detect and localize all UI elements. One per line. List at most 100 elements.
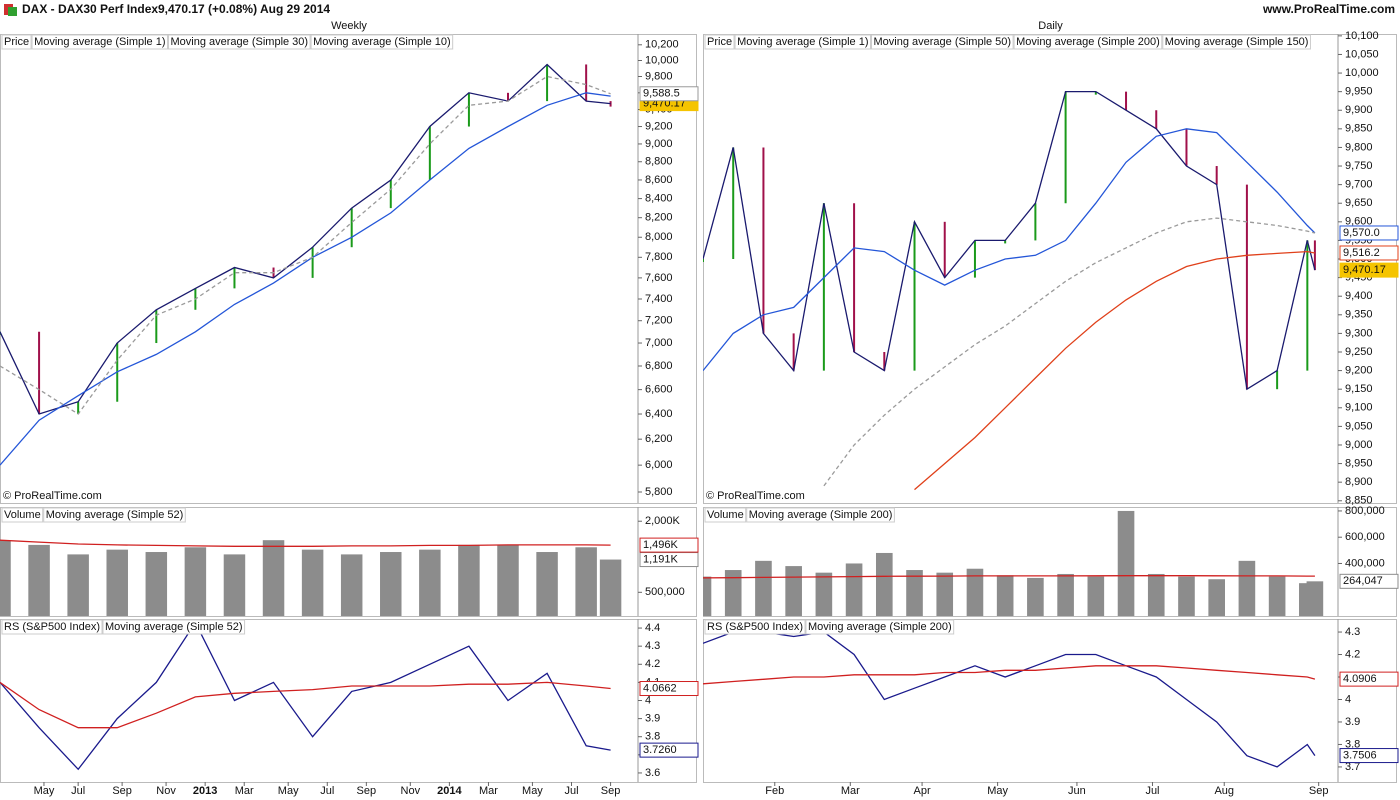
y-tick-label: 8,400 bbox=[645, 193, 673, 205]
volume-bar bbox=[1087, 576, 1105, 616]
x-tick-label: Jun bbox=[1068, 785, 1086, 797]
value-label-box bbox=[1339, 262, 1399, 278]
volume-bar bbox=[599, 559, 622, 616]
volume-bar bbox=[996, 575, 1014, 616]
value-label-box bbox=[1339, 225, 1399, 241]
volume-bar bbox=[1238, 560, 1256, 616]
y-tick-label: 9,400 bbox=[1345, 290, 1373, 302]
series-line bbox=[914, 250, 1316, 491]
legend-entry: Moving average (Simple 200) bbox=[749, 509, 893, 521]
y-tick-label: 7,600 bbox=[645, 272, 673, 284]
y-tick-label: 9,750 bbox=[1345, 160, 1373, 172]
legend-entry: Volume bbox=[707, 509, 744, 521]
y-tick-label: 3.9 bbox=[645, 713, 660, 725]
y-tick-label: 9,950 bbox=[1345, 86, 1373, 98]
y-tick-label: 9,700 bbox=[1345, 179, 1373, 191]
volume-bar bbox=[380, 552, 402, 616]
legend-box bbox=[1013, 34, 1163, 50]
panel-frame bbox=[703, 507, 1397, 617]
y-tick-label: 500,000 bbox=[645, 586, 685, 598]
y-tick-label: 9,350 bbox=[1345, 309, 1373, 321]
x-tick-label: May bbox=[522, 785, 543, 797]
panel-frame bbox=[703, 619, 1397, 783]
volume-bar bbox=[724, 570, 742, 616]
legend-box bbox=[102, 619, 246, 635]
y-tick-label: 4.3 bbox=[645, 640, 660, 652]
plot-area bbox=[0, 539, 622, 616]
value-label-box bbox=[1339, 748, 1399, 764]
date: Aug 29 2014 bbox=[260, 2, 330, 16]
series-line bbox=[823, 217, 1316, 487]
volume-bar bbox=[936, 572, 954, 616]
series-line bbox=[0, 681, 611, 729]
y-tick-label: 8,950 bbox=[1345, 457, 1373, 469]
y-tick-label: 6,800 bbox=[645, 360, 673, 372]
value-label: 9,516.2 bbox=[1343, 247, 1380, 259]
legend-entry: Moving average (Simple 52) bbox=[46, 509, 184, 521]
y-tick-label: 9,650 bbox=[1345, 197, 1373, 209]
volume-bar bbox=[906, 570, 923, 616]
y-tick-label: 4.2 bbox=[645, 658, 660, 670]
x-tick-label: Jul bbox=[320, 785, 334, 797]
y-tick-label: 4.4 bbox=[645, 622, 660, 634]
volume-bar bbox=[1178, 576, 1195, 616]
y-tick-label: 4.3 bbox=[1345, 626, 1360, 638]
legend-entry: RS (S&P500 Index) bbox=[4, 621, 100, 633]
value-label-box bbox=[1339, 245, 1399, 261]
volume-bar bbox=[262, 540, 285, 616]
legend-box bbox=[31, 34, 169, 50]
legend-entry: Moving average (Simple 200) bbox=[808, 621, 952, 633]
y-tick-label: 4 bbox=[1345, 693, 1351, 705]
legend-entry: Moving average (Simple 30) bbox=[171, 36, 309, 48]
y-tick-label: 7,800 bbox=[645, 251, 673, 263]
y-tick-label: 9,900 bbox=[1345, 104, 1373, 116]
y-tick-label: 9,300 bbox=[1345, 327, 1373, 339]
series-line bbox=[0, 621, 611, 771]
x-tick-label: 2014 bbox=[437, 785, 462, 797]
y-tick-label: 3.8 bbox=[1345, 738, 1360, 750]
plot-area bbox=[0, 621, 611, 771]
x-tick-label: Jul bbox=[1145, 785, 1159, 797]
volume-bar bbox=[536, 552, 558, 616]
legend-box bbox=[704, 507, 747, 523]
value-label-box bbox=[1339, 573, 1399, 589]
y-tick-label: 9,000 bbox=[645, 138, 673, 150]
y-tick-label: 9,600 bbox=[1345, 216, 1373, 228]
x-tick-label: Jul bbox=[564, 785, 578, 797]
y-tick-label: 6,000 bbox=[645, 459, 673, 471]
y-tick-label: 7,000 bbox=[645, 337, 673, 349]
volume-bar bbox=[1208, 579, 1225, 616]
y-tick-label: 4 bbox=[645, 694, 651, 706]
x-tick-label: Jul bbox=[71, 785, 85, 797]
value-label: 264,047 bbox=[1343, 575, 1383, 587]
y-tick-label: 9,050 bbox=[1345, 420, 1373, 432]
value-label: 3.7260 bbox=[643, 744, 677, 756]
y-tick-label: 10,100 bbox=[1345, 30, 1379, 42]
legend-box bbox=[310, 34, 454, 50]
value-label: 9,470.17 bbox=[1343, 264, 1386, 276]
y-tick-label: 10,050 bbox=[1345, 48, 1379, 60]
x-tick-label: Mar bbox=[479, 785, 498, 797]
watermark: © ProRealTime.com bbox=[706, 490, 805, 502]
value-label-box bbox=[639, 537, 699, 553]
x-tick-label: Sep bbox=[601, 785, 621, 797]
x-tick-label: Apr bbox=[914, 785, 931, 797]
volume-bar bbox=[145, 552, 168, 616]
y-tick-label: 3.9 bbox=[1345, 716, 1360, 728]
y-tick-label: 9,150 bbox=[1345, 383, 1373, 395]
legend-box bbox=[704, 619, 806, 635]
x-tick-label: Mar bbox=[235, 785, 254, 797]
series-line bbox=[703, 665, 1316, 685]
volume-bar bbox=[575, 547, 597, 616]
volume-bar bbox=[1306, 581, 1324, 616]
legend-entry: Moving average (Simple 50) bbox=[874, 36, 1012, 48]
x-tick-label: Mar bbox=[841, 785, 860, 797]
volume-bar bbox=[67, 554, 89, 616]
y-tick-label: 9,850 bbox=[1345, 123, 1373, 135]
x-tick-label: Sep bbox=[357, 785, 377, 797]
quote: 9,470.17 (+0.08%) bbox=[158, 2, 257, 16]
legend-entry: Moving average (Simple 200) bbox=[1016, 36, 1160, 48]
y-tick-label: 9,800 bbox=[1345, 141, 1373, 153]
value-label: 1,191K bbox=[643, 553, 679, 565]
